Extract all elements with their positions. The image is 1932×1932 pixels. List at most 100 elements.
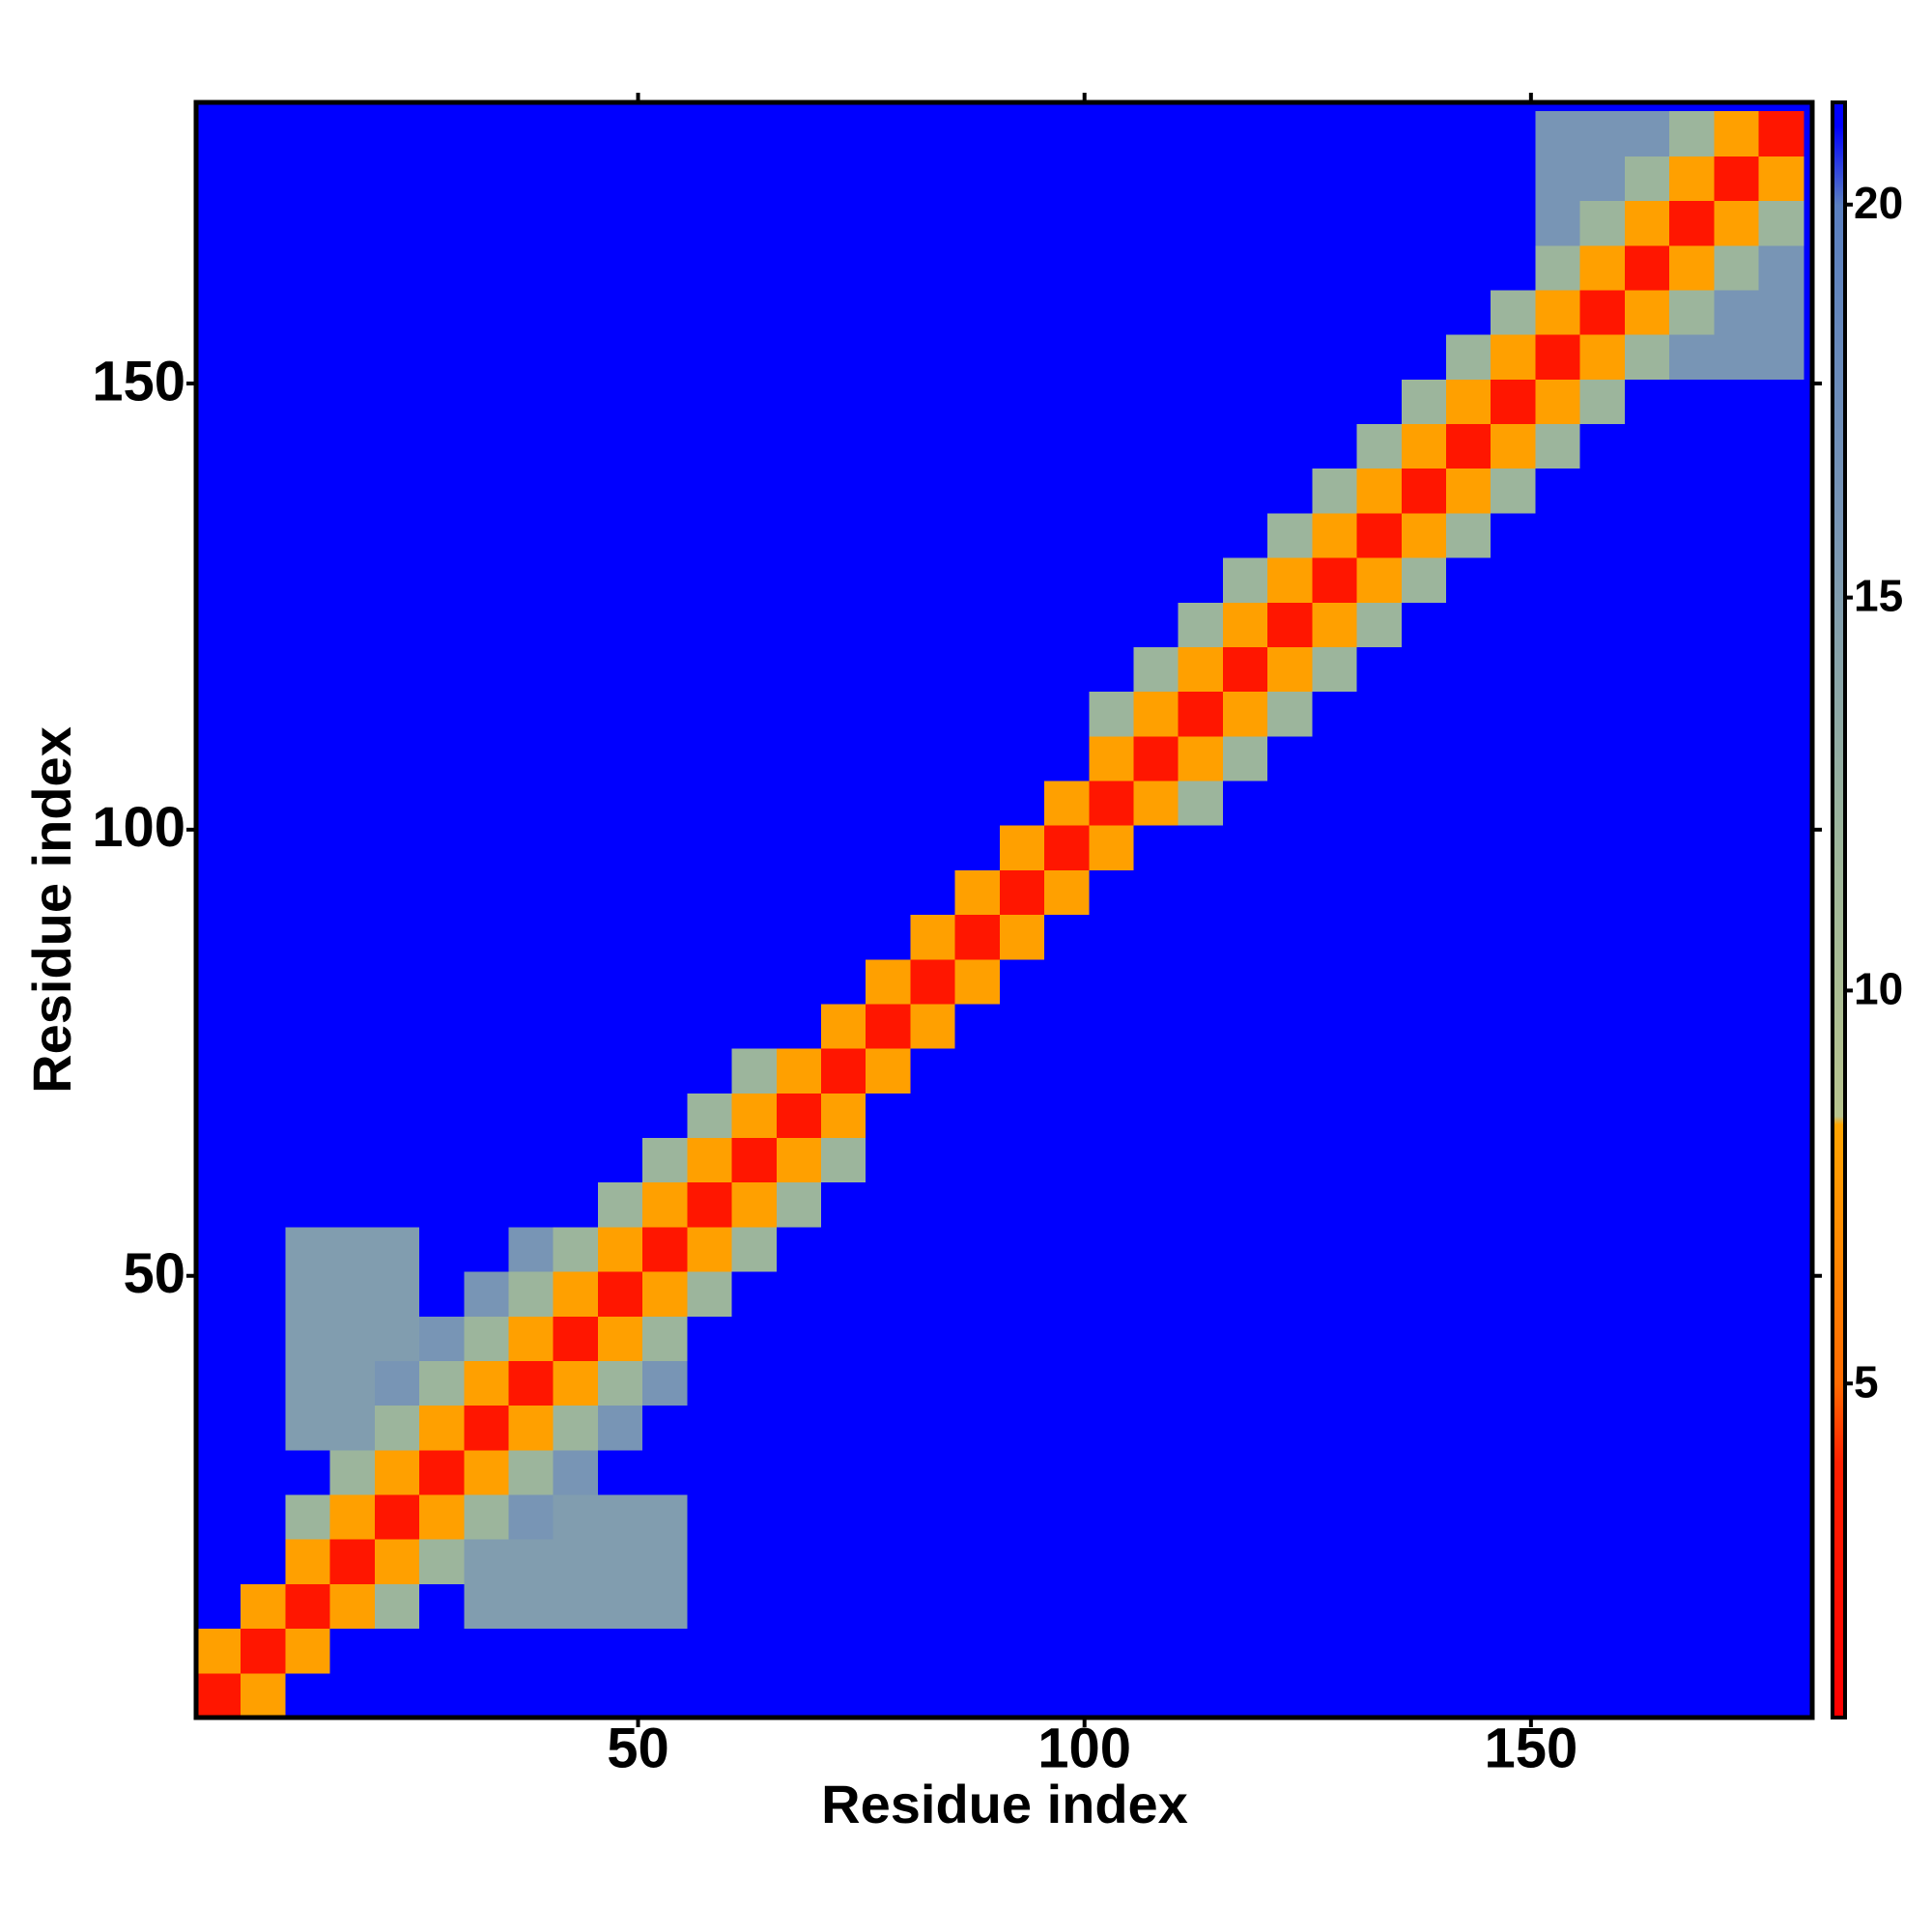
heatmap-cell [1624,1226,1670,1272]
heatmap-cell [285,646,331,693]
heatmap-cell [731,958,778,1005]
heatmap-cell [642,646,688,693]
heatmap-cell [866,557,911,603]
heatmap-cell [1222,1048,1268,1094]
colorbar-segment [1833,833,1845,1118]
heatmap-cell [374,869,420,916]
heatmap-cell [954,646,1001,693]
heatmap-cell [687,111,733,156]
heatmap-cell [1178,1360,1224,1406]
heatmap-cell [1222,111,1268,156]
heatmap-cell [999,646,1045,693]
heatmap-cell [866,244,911,291]
heatmap-cell [285,602,331,647]
heatmap-cell [731,1093,778,1139]
heatmap-cell [1356,1405,1403,1451]
heatmap-cell [419,111,465,156]
heatmap-cell [1044,914,1090,960]
heatmap-cell [1401,468,1447,514]
heatmap-cell [1535,1271,1581,1317]
heatmap-cell [999,289,1045,335]
heatmap-cell [597,646,643,693]
heatmap-cell [285,1583,331,1630]
heatmap-cell [731,1583,778,1630]
heatmap-cell [1624,1048,1670,1094]
heatmap-cell [1624,1093,1670,1139]
heatmap-cell [329,735,376,781]
heatmap-cell [1446,1449,1492,1495]
heatmap-cell [464,1137,510,1183]
heatmap-cell [597,1271,643,1317]
heatmap-cell [866,1316,911,1361]
heatmap-cell [1044,602,1090,647]
heatmap-cell [196,781,242,826]
heatmap-cell [1178,1316,1224,1361]
heatmap-cell [1624,869,1670,916]
heatmap-cell [1222,379,1268,425]
heatmap-cell [776,958,822,1005]
heatmap-cell [1579,1316,1626,1361]
heatmap-cell [597,1137,643,1183]
heatmap-cell [1044,111,1090,156]
heatmap-cell [196,468,242,514]
heatmap-cell [1446,156,1492,202]
heatmap-cell [1401,781,1447,826]
heatmap-cell [954,200,1001,246]
heatmap-cell [1178,1539,1224,1584]
heatmap-cell [1178,1003,1224,1049]
heatmap-cell [1267,1048,1313,1094]
heatmap-cell [1624,914,1670,960]
heatmap-cell [553,602,599,647]
heatmap-cell [1535,1494,1581,1540]
heatmap-cell [508,1672,554,1719]
heatmap-cell [1133,289,1179,335]
heatmap-cell [374,691,420,737]
heatmap-cell [954,244,1001,291]
heatmap-cell [1535,691,1581,737]
heatmap-cell [1089,156,1135,202]
heatmap-cell [1714,602,1760,647]
heatmap-cell [1312,1003,1358,1049]
heatmap-cell [910,781,956,826]
heatmap-cell [1714,1271,1760,1317]
heatmap-cell [1401,602,1447,647]
heatmap-cell [329,334,376,380]
heatmap-cell [241,1316,286,1361]
heatmap-cell [1758,111,1804,156]
heatmap-cell [419,781,465,826]
heatmap-cell [1669,914,1715,960]
heatmap-cell [285,1316,331,1361]
heatmap-cell [464,244,510,291]
heatmap-cell [1579,1048,1626,1094]
heatmap-cell [1535,334,1581,380]
heatmap-cell [374,423,420,469]
heatmap-cell [1089,423,1135,469]
heatmap-cell [910,1449,956,1495]
heatmap-cell [1267,691,1313,737]
heatmap-cell [285,1405,331,1451]
heatmap-cell [329,111,376,156]
heatmap-cell [1089,557,1135,603]
heatmap-cell [464,1583,510,1630]
heatmap-cell [196,869,242,916]
heatmap-cell [196,512,242,558]
heatmap-cell [687,1449,733,1495]
heatmap-cell [1178,1449,1224,1495]
heatmap-cell [1178,1093,1224,1139]
heatmap-cell [866,1494,911,1540]
heatmap-cell [419,156,465,202]
heatmap-cell [687,1360,733,1406]
heatmap-cell [642,200,688,246]
heatmap-cell [1535,1360,1581,1406]
heatmap-cell [910,1226,956,1272]
heatmap-cell [508,1494,554,1540]
heatmap-cell [1624,512,1670,558]
heatmap-cell [1267,914,1313,960]
heatmap-cell [1133,244,1179,291]
heatmap-cell [1401,423,1447,469]
heatmap-cell [1624,958,1670,1005]
heatmap-cell [1044,1583,1090,1630]
heatmap-cell [196,1405,242,1451]
heatmap-cell [329,1539,376,1584]
heatmap-cell [1089,1316,1135,1361]
